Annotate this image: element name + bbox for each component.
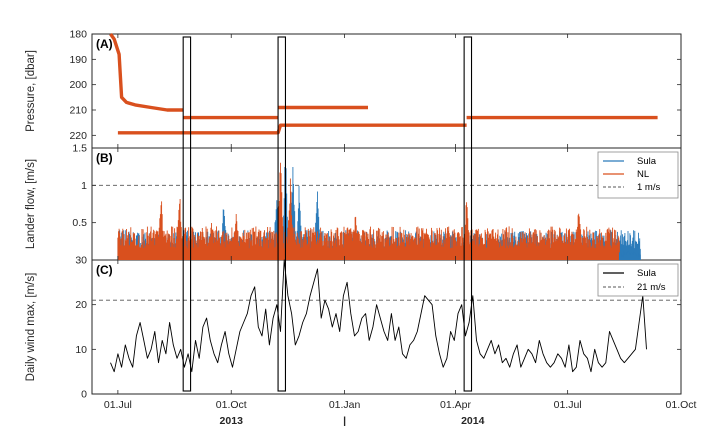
panel-b-legend-box (597, 151, 679, 199)
xtick-label-5: 01.Oct (666, 399, 697, 411)
ytick-label-2-1: 10 (75, 344, 87, 356)
panel-c-legend: Sula 21 m/s (597, 263, 679, 297)
ytick-label-0-3: 210 (69, 105, 87, 117)
ytick-label-2-3: 30 (75, 255, 87, 267)
panel-a-ylabel: Pressure, [dbar] (25, 50, 37, 132)
highlight-box-2 (463, 36, 473, 392)
legend-label-sula: Sula (637, 156, 657, 167)
year-label-0: 2013 (220, 415, 244, 427)
panel-a-plot (109, 33, 658, 135)
axis-ticks: 180 190 200 210 220 0.5 1 1.5 0 10 20 30 01.Jul 01.Oc… (69, 29, 696, 428)
ytick-label-0-2: 200 (69, 79, 87, 91)
panel-b-label: (B) (96, 151, 113, 165)
ytick-label-0-0: 180 (69, 29, 87, 41)
panel-c-label: (C) (96, 263, 113, 277)
legend-label-1ms: 1 m/s (637, 182, 660, 193)
highlight-boxes (182, 36, 473, 392)
panel-a-label: (A) (96, 37, 113, 51)
ytick-label-0-1: 190 (69, 54, 87, 66)
pressure-trace-3 (117, 123, 467, 135)
xtick-label-3: 01.Apr (440, 399, 471, 411)
xtick-label-1: 01.Oct (216, 399, 247, 411)
xtick-label-2: 01.Jan (329, 399, 361, 411)
panel-b-ylabel: Lander flow, [m/s] (25, 159, 37, 249)
highlight-box-1 (277, 36, 287, 392)
panel-c-legend-box (597, 263, 679, 297)
legend-label-21ms: 21 m/s (637, 282, 666, 293)
ytick-label-1-2: 1.5 (72, 143, 87, 155)
xtick-label-0: 01.Jul (104, 399, 132, 411)
panel-a-frame (91, 33, 682, 149)
wind-series-sula (110, 259, 647, 373)
ytick-label-1-0: 0.5 (72, 217, 87, 229)
flow-series-sula-tail (618, 251, 641, 260)
legend-label-nl: NL (637, 169, 649, 180)
legend-label-sula-wind: Sula (637, 268, 657, 279)
ytick-label-2-2: 20 (75, 299, 87, 311)
ytick-label-0-4: 220 (69, 130, 87, 142)
year-label-2: 2014 (461, 415, 485, 427)
year-label-1: | (343, 415, 346, 427)
ytick-label-1-1: 1 (81, 180, 87, 192)
highlight-box-0 (182, 36, 192, 392)
xtick-label-4: 01.Jul (554, 399, 582, 411)
panel-b-plot (92, 159, 681, 260)
panel-c-frame (91, 259, 682, 395)
flow-series-nl (117, 162, 620, 260)
panel-c-ylabel: Daily wind max, [m/s] (25, 273, 37, 382)
panel-c-plot (92, 259, 681, 373)
ytick-label-2-0: 0 (81, 389, 87, 401)
pressure-trace-0 (109, 33, 184, 112)
panel-b-legend: Sula NL 1 m/s (597, 151, 679, 199)
